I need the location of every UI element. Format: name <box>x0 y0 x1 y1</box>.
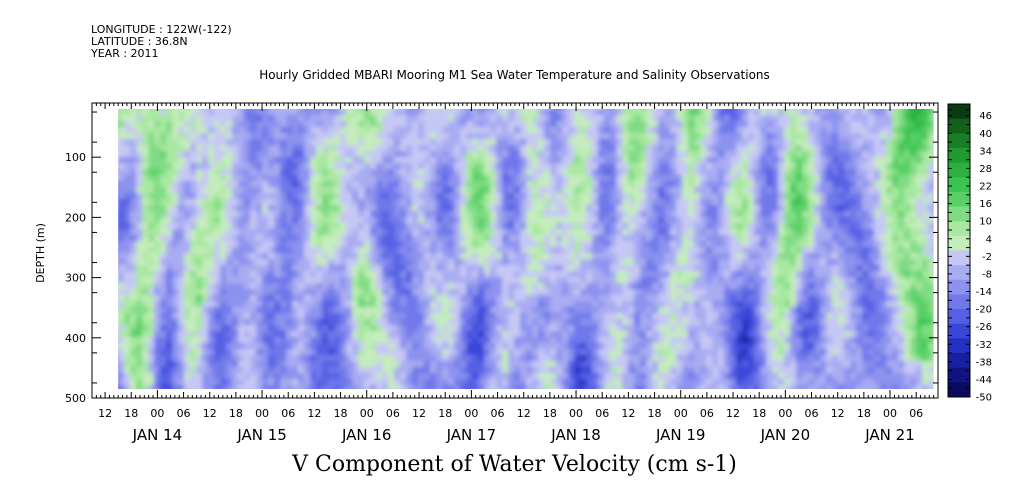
colorbar-label: -2 <box>982 252 992 263</box>
y-tick-label: 300 <box>65 272 86 285</box>
colorbar-swatch <box>948 309 970 325</box>
colorbar-swatch <box>948 265 970 281</box>
colorbar-label: -38 <box>976 357 992 368</box>
x-day-label: JAN 21 <box>864 426 915 444</box>
colorbar-label: -50 <box>976 393 992 404</box>
colorbar-swatch <box>948 162 970 178</box>
x-hour-tick-label: 18 <box>543 407 557 420</box>
colorbar: 46 40 34 28 22 16 10 4 -2 -8 -14 -20 -26 -32 -38 -44 -50 <box>947 103 992 404</box>
colorbar-label: 46 <box>979 111 992 122</box>
colorbar-swatch <box>948 294 970 310</box>
x-hour-tick-label: 18 <box>438 407 452 420</box>
x-hour-tick-label: 06 <box>805 407 819 420</box>
x-hour-tick-label: 18 <box>229 407 243 420</box>
x-hour-tick-label: 06 <box>491 407 505 420</box>
colorbar-label: -44 <box>976 375 992 386</box>
x-hour-tick-label: 12 <box>831 407 845 420</box>
x-hour-tick-label: 12 <box>726 407 740 420</box>
x-hour-tick-label: 00 <box>569 407 583 420</box>
colorbar-label: -26 <box>976 322 992 333</box>
chart-title: Hourly Gridded MBARI Mooring M1 Sea Wate… <box>259 68 770 82</box>
x-hour-tick-label: 00 <box>255 407 269 420</box>
colorbar-label: 22 <box>979 182 992 193</box>
colorbar-swatch <box>948 382 970 398</box>
heatmap-field <box>118 109 934 389</box>
x-hour-tick-label: 18 <box>752 407 766 420</box>
colorbar-swatch <box>948 104 970 120</box>
x-day-label: JAN 16 <box>341 426 392 444</box>
x-hour-tick-label: 00 <box>464 407 478 420</box>
colorbar-label: 4 <box>986 234 992 245</box>
x-hour-tick-label: 12 <box>412 407 426 420</box>
variable-title: V Component of Water Velocity (cm s-1) <box>292 452 737 477</box>
x-hour-tick-label: 12 <box>203 407 217 420</box>
x-hour-tick-label: 06 <box>909 407 923 420</box>
colorbar-swatch <box>948 118 970 134</box>
x-axis: 12 18 00 06 12 18 00 06 12 18 00 06 12 18 00 06 12 18 00 06… <box>91 103 939 444</box>
colorbar-label: 10 <box>979 217 992 228</box>
colorbar-swatch <box>948 221 970 237</box>
colorbar-swatch <box>948 279 970 295</box>
x-hour-tick-label: 12 <box>307 407 321 420</box>
colorbar-swatch <box>948 338 970 354</box>
y-axis: 100 200 300 400 500 <box>65 111 938 405</box>
colorbar-label: -20 <box>976 305 992 316</box>
colorbar-swatch <box>948 177 970 193</box>
x-hour-tick-label: 12 <box>517 407 531 420</box>
colorbar-label: 28 <box>979 164 992 175</box>
colorbar-label: -14 <box>976 287 992 298</box>
x-hour-tick-label: 06 <box>595 407 609 420</box>
x-day-label: JAN 17 <box>446 426 497 444</box>
colorbar-label: 34 <box>979 146 992 157</box>
x-hour-tick-label: 06 <box>386 407 400 420</box>
x-hour-tick-label: 18 <box>648 407 662 420</box>
x-day-label: JAN 15 <box>236 426 287 444</box>
y-tick-label: 200 <box>65 211 86 224</box>
colorbar-swatch <box>948 250 970 266</box>
colorbar-swatch <box>948 206 970 222</box>
x-day-label: JAN 18 <box>550 426 601 444</box>
x-day-label: JAN 20 <box>760 426 811 444</box>
x-hour-tick-label: 06 <box>700 407 714 420</box>
colorbar-swatch <box>948 147 970 164</box>
colorbar-swatch <box>948 235 970 251</box>
colorbar-swatch <box>948 367 970 383</box>
x-hour-tick-label: 00 <box>778 407 792 420</box>
x-hour-tick-label: 06 <box>281 407 295 420</box>
latitude-label: LATITUDE : 36.8N <box>91 35 188 48</box>
y-axis-label: DEPTH (m) <box>34 223 47 283</box>
x-hour-tick-label: 18 <box>857 407 871 420</box>
x-hour-tick-label: 00 <box>883 407 897 420</box>
colorbar-swatch <box>948 191 970 208</box>
x-hour-tick-label: 12 <box>621 407 635 420</box>
x-hour-tick-label: 00 <box>674 407 688 420</box>
x-hour-tick-label: 18 <box>124 407 138 420</box>
x-hour-tick-label: 18 <box>334 407 348 420</box>
year-label: YEAR : 2011 <box>91 47 159 60</box>
x-hour-tick-label: 06 <box>177 407 191 420</box>
y-tick-label: 500 <box>65 392 86 405</box>
y-tick-label: 400 <box>65 332 86 345</box>
y-tick-label: 100 <box>65 151 86 164</box>
x-hour-tick-label: 00 <box>150 407 164 420</box>
x-hour-tick-label: 00 <box>360 407 374 420</box>
x-hour-tick-label: 12 <box>98 407 112 420</box>
colorbar-label: 16 <box>979 199 992 210</box>
x-day-label: JAN 19 <box>655 426 706 444</box>
x-day-label: JAN 14 <box>132 426 183 444</box>
colorbar-label: -32 <box>976 340 992 351</box>
colorbar-swatch <box>948 353 970 369</box>
colorbar-swatch <box>948 133 970 149</box>
colorbar-label: 40 <box>979 129 992 140</box>
colorbar-label: -8 <box>982 269 992 280</box>
longitude-label: LONGITUDE : 122W(-122) <box>91 23 232 36</box>
colorbar-swatch <box>948 323 970 339</box>
